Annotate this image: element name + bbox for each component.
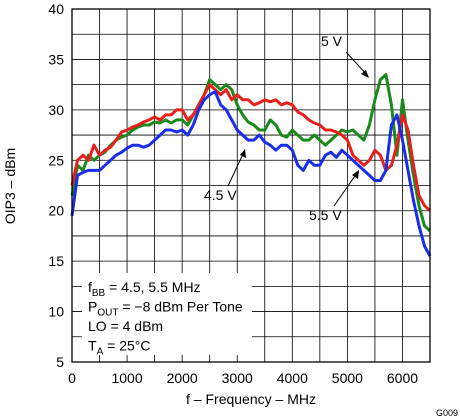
x-axis-label: f – Frequency – MHz bbox=[186, 391, 316, 407]
tick-labels: 0 1000 2000 3000 4000 5000 6000 5 10 15 20 25 30 35 40 bbox=[48, 1, 418, 386]
y-tick-label: 35 bbox=[48, 51, 64, 67]
annotation-arrow-4.5v bbox=[227, 151, 245, 187]
annotation-4.5v: 4.5 V bbox=[204, 149, 246, 203]
annotation-label-5v: 5 V bbox=[321, 33, 343, 49]
annotation-5v: 5 V bbox=[321, 33, 369, 78]
annotation-arrow-5.5v bbox=[333, 172, 358, 207]
condition-line: TA = 25°C bbox=[88, 338, 150, 358]
condition-line: LO = 4 dBm bbox=[88, 318, 163, 334]
x-tick-label: 3000 bbox=[222, 370, 253, 386]
annotation-arrowhead-5.5v bbox=[352, 170, 359, 179]
x-tick-label: 6000 bbox=[387, 370, 418, 386]
y-tick-label: 15 bbox=[48, 253, 64, 269]
x-tick-label: 0 bbox=[68, 370, 76, 386]
x-tick-label: 2000 bbox=[167, 370, 198, 386]
x-tick-label: 1000 bbox=[111, 370, 142, 386]
condition-line: POUT = −8 dBm Per Tone bbox=[88, 299, 243, 319]
y-tick-label: 40 bbox=[48, 1, 64, 17]
series-line-4.5v bbox=[70, 90, 432, 257]
annotation-label-5.5v: 5.5 V bbox=[309, 207, 342, 223]
y-tick-label: 20 bbox=[48, 203, 64, 219]
series-line-5v bbox=[70, 73, 432, 232]
y-tick-label: 30 bbox=[48, 102, 64, 118]
y-tick-label: 25 bbox=[48, 152, 64, 168]
condition-line: fBB = 4.5, 5.5 MHz bbox=[88, 279, 201, 299]
figure-id: G009 bbox=[436, 408, 458, 418]
y-tick-label: 5 bbox=[56, 354, 64, 370]
annotation-label-4.5v: 4.5 V bbox=[204, 187, 237, 203]
y-tick-label: 10 bbox=[48, 304, 64, 320]
annotation-5.5v: 5.5 V bbox=[309, 170, 359, 223]
plot-frame bbox=[71, 8, 431, 363]
annotation-arrowhead-5v bbox=[361, 70, 369, 78]
series-line-5.5v bbox=[70, 83, 432, 212]
annotation-arrowhead-4.5v bbox=[240, 149, 246, 158]
series-layer bbox=[70, 73, 432, 257]
x-tick-label: 4000 bbox=[277, 370, 308, 386]
x-tick-label: 5000 bbox=[332, 370, 363, 386]
y-axis-label: OIP3 – dBm bbox=[2, 148, 18, 224]
conditions-box bbox=[82, 273, 252, 355]
